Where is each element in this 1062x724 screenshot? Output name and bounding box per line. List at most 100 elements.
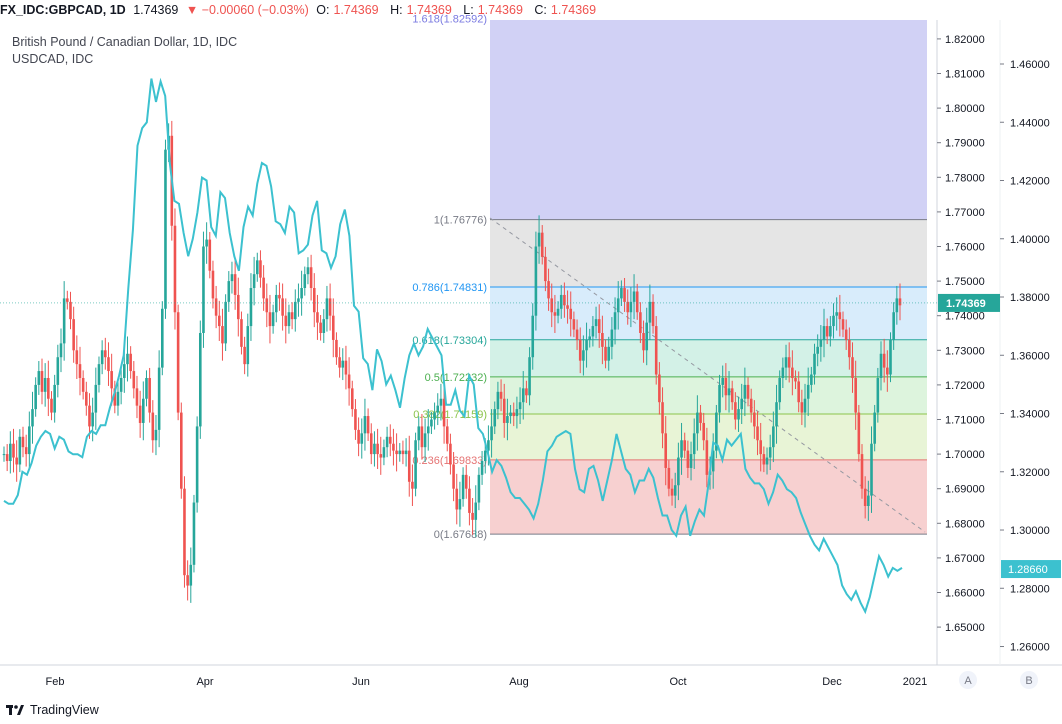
close-label: C: xyxy=(534,3,547,17)
candle-body xyxy=(18,436,22,465)
main-series-legend[interactable]: British Pound / Canadian Dollar, 1D, IDC xyxy=(12,35,238,49)
candle-body xyxy=(75,350,79,365)
last-price-tag xyxy=(938,293,1000,312)
candle-body xyxy=(132,371,136,389)
candle-body xyxy=(224,301,227,344)
candle-body xyxy=(889,339,892,375)
usdcad-line xyxy=(3,77,903,615)
candle-body xyxy=(379,454,383,458)
candle-body xyxy=(575,329,579,340)
price-tick-label: 1.75000 xyxy=(945,276,985,288)
candle-body xyxy=(639,312,642,333)
log-scale-button[interactable] xyxy=(1020,671,1038,689)
candle-body xyxy=(784,357,788,368)
candle-body xyxy=(303,274,307,289)
symbol-name[interactable]: FX_IDC:GBPCAD, 1D xyxy=(0,3,126,17)
candle-body xyxy=(816,346,819,354)
price-tick-label: 1.79000 xyxy=(945,138,985,150)
price-tick-label: 1.69000 xyxy=(945,484,985,496)
candle-body xyxy=(236,294,240,320)
candle-body xyxy=(322,319,326,333)
candle-body xyxy=(597,319,601,333)
candle-body xyxy=(385,436,389,448)
candle-body xyxy=(259,260,262,278)
candle-body xyxy=(15,457,18,465)
auto-scale-button[interactable] xyxy=(959,671,977,689)
candle-body xyxy=(325,298,329,320)
candle-body xyxy=(341,360,345,368)
candle-body xyxy=(338,357,341,368)
fib-zone xyxy=(490,459,927,535)
candle-body xyxy=(53,384,56,413)
candle-body xyxy=(734,402,737,420)
tradingview-footer[interactable]: TradingView xyxy=(6,703,99,717)
candle-body xyxy=(176,312,180,413)
candle-body xyxy=(309,267,313,289)
candle-body xyxy=(721,377,724,385)
candle-body xyxy=(642,333,645,351)
candle-body xyxy=(892,312,895,340)
candle-body xyxy=(544,256,547,282)
usdcad-tick-label: 1.26000 xyxy=(1010,642,1050,654)
candle-body xyxy=(477,474,481,503)
candle-body xyxy=(563,294,566,306)
candle-body xyxy=(312,288,316,313)
low-label: L: xyxy=(463,3,474,17)
candle-body xyxy=(173,225,177,313)
candle-body xyxy=(610,329,614,347)
candle-body xyxy=(37,371,41,385)
candle-body xyxy=(629,301,633,313)
candle-body xyxy=(34,384,37,410)
candle-body xyxy=(423,433,427,448)
usdcad-tick-label: 1.32000 xyxy=(1010,467,1050,479)
candle-body xyxy=(157,367,161,430)
low-value: 1.74369 xyxy=(477,3,523,17)
open-label: O: xyxy=(316,3,330,17)
candle-body xyxy=(822,326,826,340)
candle-body xyxy=(860,454,864,489)
candle-body xyxy=(480,461,484,475)
candle-body xyxy=(398,450,402,455)
candle-body xyxy=(626,301,630,313)
price-tick-label: 1.65000 xyxy=(945,622,985,634)
candle-body xyxy=(94,384,98,413)
candle-body xyxy=(449,443,452,465)
candle-body xyxy=(683,440,687,451)
candle-body xyxy=(104,350,107,358)
candle-body xyxy=(791,367,794,378)
candle-body xyxy=(844,329,848,340)
candle-body xyxy=(455,488,459,510)
candle-body xyxy=(284,315,288,327)
candle-body xyxy=(129,353,132,372)
candle-body xyxy=(797,381,800,403)
candle-body xyxy=(404,450,408,455)
fib-level-label: 1.618(1.82592) xyxy=(412,13,487,25)
fib-level-label: 0.618(1.73304) xyxy=(412,335,487,347)
candle-body xyxy=(135,388,139,406)
tradingview-logo-icon xyxy=(6,705,24,715)
candle-body xyxy=(268,312,272,327)
candle-body xyxy=(851,357,854,378)
candle-body xyxy=(604,346,607,361)
compare-series-legend[interactable]: USDCAD, IDC xyxy=(12,52,94,66)
candle-body xyxy=(886,367,889,375)
usdcad-tick-label: 1.42000 xyxy=(1010,176,1050,188)
fib-zone xyxy=(490,20,927,220)
usdcad-tick-label: 1.34000 xyxy=(1010,409,1050,421)
candle-body xyxy=(110,371,113,389)
candle-body xyxy=(395,450,398,455)
candle-body xyxy=(768,447,772,458)
candle-body xyxy=(420,426,424,448)
candle-body xyxy=(648,301,652,323)
high-value: 1.74369 xyxy=(406,3,452,17)
candle-body xyxy=(578,339,582,361)
candle-body xyxy=(613,312,617,330)
candle-body xyxy=(376,443,379,455)
candle-body xyxy=(230,274,234,282)
usdcad-price-tag xyxy=(1001,560,1061,579)
candle-body xyxy=(72,319,75,351)
candle-body xyxy=(645,322,649,351)
candle-body xyxy=(366,416,370,434)
candle-body xyxy=(433,412,436,420)
